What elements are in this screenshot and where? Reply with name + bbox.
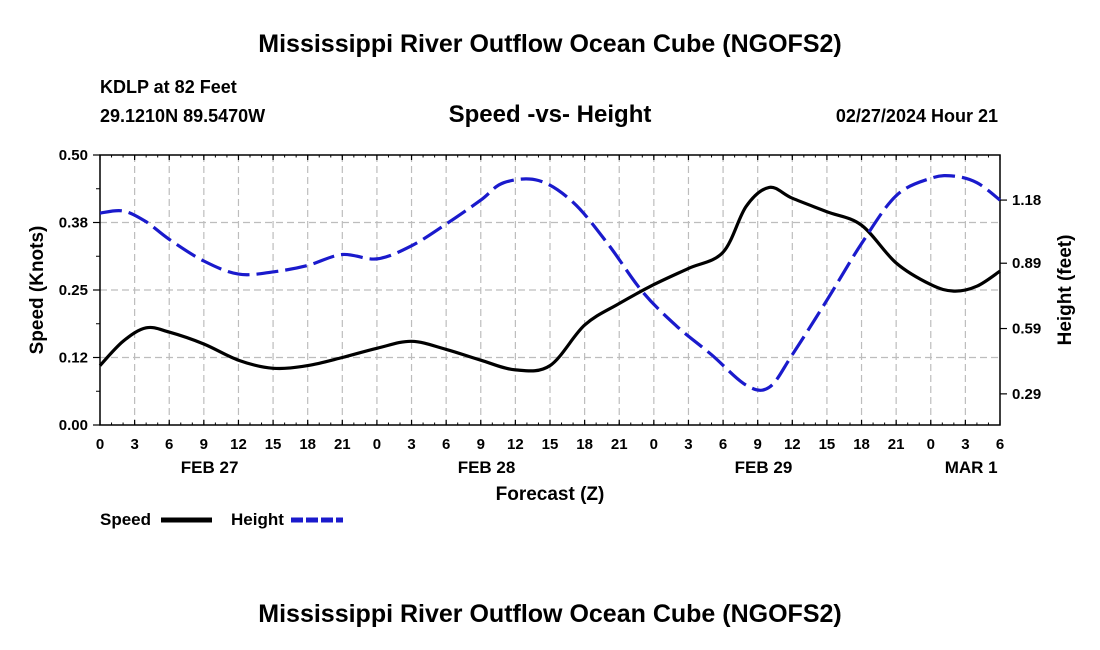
x-tick-label: 3 xyxy=(407,436,415,453)
x-tick-label: 12 xyxy=(507,436,524,453)
y-axis-label: Speed (Knots) xyxy=(27,226,48,355)
speed-series-line xyxy=(98,185,1001,373)
x-tick-label: 12 xyxy=(230,436,247,453)
y-tick-label: 0.12 xyxy=(59,350,88,367)
x-tick-label: 9 xyxy=(754,436,762,453)
x-tick-label: 21 xyxy=(611,436,628,453)
x-axis-label: Forecast (Z) xyxy=(496,484,605,505)
y-tick-label: 0.38 xyxy=(59,215,88,232)
y2-tick-label: 0.89 xyxy=(1012,255,1041,272)
footer-title: Mississippi River Outflow Ocean Cube (NG… xyxy=(258,600,842,628)
forecast-datetime: 02/27/2024 Hour 21 xyxy=(835,106,998,126)
chart-title: Speed -vs- Height xyxy=(448,101,652,128)
page-title: Mississippi River Outflow Ocean Cube (NG… xyxy=(258,30,842,58)
x-tick-label: 9 xyxy=(477,436,485,453)
x-tick-label: 3 xyxy=(961,436,969,453)
x-tick-label: 18 xyxy=(853,436,870,453)
x-tick-label: 6 xyxy=(996,436,1004,453)
date-label: FEB 28 xyxy=(458,458,516,477)
station-label: KDLP at 82 Feet xyxy=(100,77,237,97)
grid-lines xyxy=(100,155,1000,425)
height-series-line xyxy=(99,174,1001,392)
x-tick-label: 18 xyxy=(299,436,316,453)
x-tick-label: 0 xyxy=(96,436,104,453)
y-tick-label: 0.25 xyxy=(59,282,88,299)
y2-axis-label: Height (feet) xyxy=(1055,235,1076,346)
y-tick-label: 0.00 xyxy=(59,417,88,434)
date-label: FEB 27 xyxy=(181,458,239,477)
series-lines xyxy=(98,174,1001,392)
x-tick-label: 0 xyxy=(373,436,381,453)
x-tick-label: 0 xyxy=(650,436,658,453)
x-tick-label: 6 xyxy=(442,436,450,453)
x-tick-label: 12 xyxy=(784,436,801,453)
y2-tick-label: 1.18 xyxy=(1012,192,1041,209)
y2-tick-label: 0.29 xyxy=(1012,386,1041,403)
axes: 0 3 6 9 12 15 18 21 0 3 6 9 12 15 18 21 0 3 6 9 12 15 18 21 0 3 6F… xyxy=(59,147,1041,477)
coordinates-label: 29.1210N 89.5470W xyxy=(100,106,266,126)
date-label: MAR 1 xyxy=(945,458,998,477)
x-tick-label: 21 xyxy=(334,436,351,453)
x-tick-label: 15 xyxy=(265,436,282,453)
x-tick-label: 3 xyxy=(684,436,692,453)
legend-height-label: Height xyxy=(231,510,284,529)
x-tick-label: 6 xyxy=(719,436,727,453)
x-tick-label: 18 xyxy=(576,436,593,453)
legend-speed-label: Speed xyxy=(100,510,151,529)
y2-tick-label: 0.59 xyxy=(1012,321,1041,338)
x-tick-label: 21 xyxy=(888,436,905,453)
x-tick-label: 15 xyxy=(542,436,559,453)
x-tick-label: 9 xyxy=(200,436,208,453)
y-tick-label: 0.50 xyxy=(59,147,88,164)
date-label: FEB 29 xyxy=(735,458,793,477)
legend: Speed Height xyxy=(100,510,343,529)
x-tick-label: 3 xyxy=(130,436,138,453)
x-tick-label: 15 xyxy=(819,436,836,453)
x-tick-label: 0 xyxy=(927,436,935,453)
x-tick-label: 6 xyxy=(165,436,173,453)
